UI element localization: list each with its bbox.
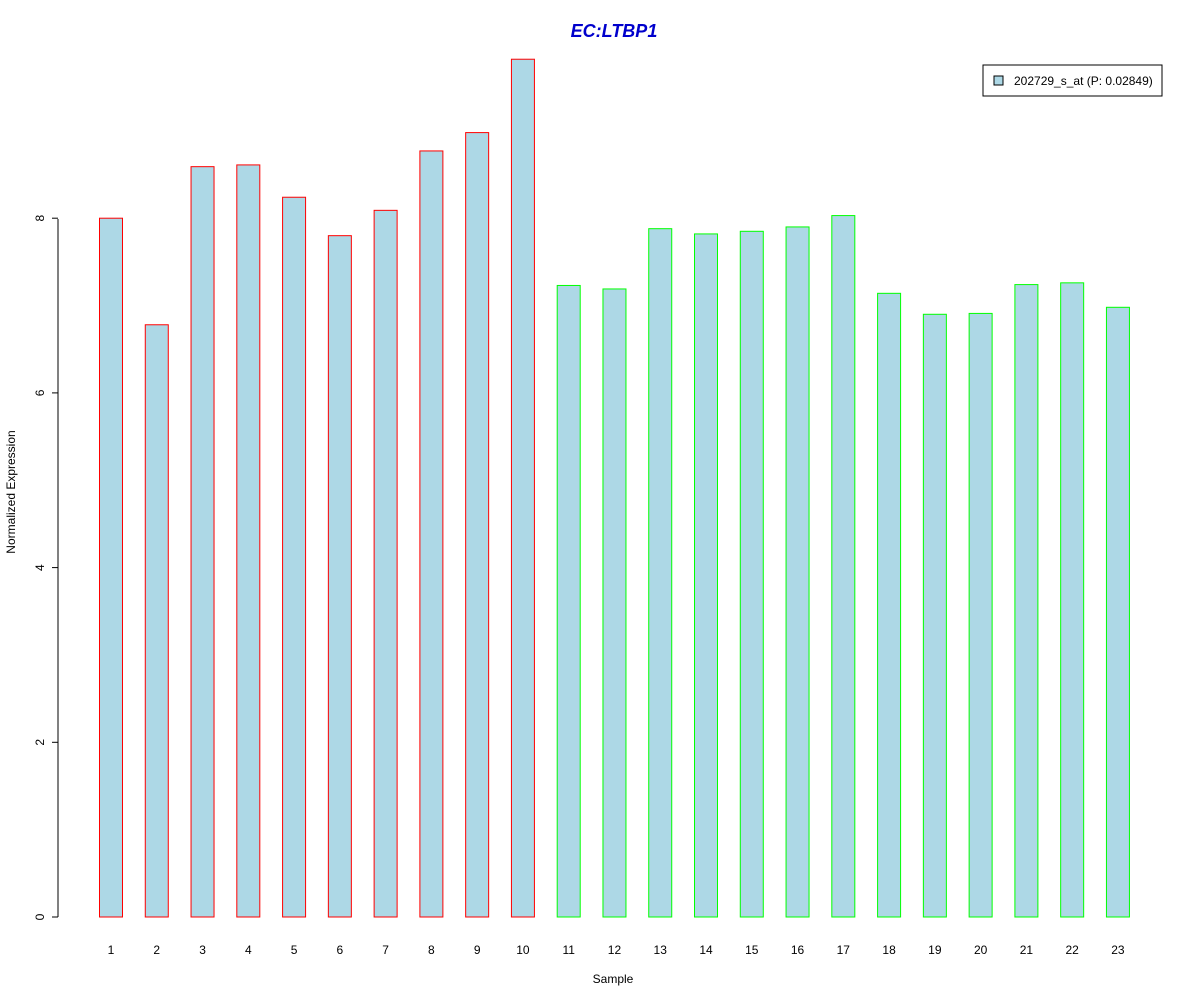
bar-sample-17: [831, 215, 856, 918]
legend-box: [982, 64, 1163, 97]
bar-sample-20: [968, 312, 993, 918]
y-tick-label: 0: [33, 913, 47, 920]
y-tick-label: 4: [33, 564, 47, 571]
x-tick-label: 2: [153, 943, 160, 957]
chart-title: EC:LTBP1: [571, 21, 658, 41]
bar-sample-18: [877, 292, 902, 918]
y-axis-title: Normalized Expression: [4, 430, 18, 553]
x-tick-label: 22: [1065, 943, 1079, 957]
bar-sample-21: [1014, 284, 1039, 918]
bar-sample-6: [327, 235, 352, 918]
x-tick-label: 3: [199, 943, 206, 957]
legend: 202729_s_at (P: 0.02849): [982, 64, 1163, 97]
legend-swatch: [993, 75, 1004, 86]
x-tick-label: 17: [837, 943, 851, 957]
x-axis-title: Sample: [593, 972, 634, 986]
bar-sample-8: [419, 150, 444, 918]
x-tick-label: 16: [791, 943, 805, 957]
x-tick-label: 12: [608, 943, 622, 957]
bar-sample-4: [236, 164, 261, 918]
bar-sample-16: [785, 226, 810, 918]
x-tick-label: 23: [1111, 943, 1125, 957]
legend-label: 202729_s_at (P: 0.02849): [1014, 74, 1153, 88]
bar-sample-10: [510, 58, 535, 918]
bar-sample-19: [922, 313, 947, 918]
x-tick-labels: 1 2 3 4 5 6 7 8 9 10 11 12 13 14 15 16 17 18 19 20 21 22 23: [108, 943, 1125, 957]
x-tick-label: 5: [291, 943, 298, 957]
bar-sample-12: [602, 288, 627, 918]
x-tick-label: 4: [245, 943, 252, 957]
bars: [99, 58, 1130, 918]
bar-sample-1: [99, 217, 123, 918]
x-tick-label: 20: [974, 943, 988, 957]
bar-sample-3: [190, 166, 215, 918]
y-tick-label: 6: [33, 389, 47, 396]
y-axis: 0 2 4 6 8: [33, 215, 59, 920]
bar-sample-22: [1060, 282, 1085, 918]
bar-sample-2: [144, 324, 169, 918]
x-tick-label: 1: [108, 943, 115, 957]
bar-sample-7: [373, 209, 398, 918]
x-tick-label: 18: [882, 943, 896, 957]
x-tick-label: 8: [428, 943, 435, 957]
x-tick-label: 13: [654, 943, 668, 957]
x-tick-label: 15: [745, 943, 759, 957]
x-tick-label: 6: [337, 943, 344, 957]
x-tick-label: 10: [516, 943, 530, 957]
x-tick-label: 19: [928, 943, 942, 957]
y-tick-label: 2: [33, 739, 47, 746]
x-tick-label: 21: [1020, 943, 1034, 957]
bar-sample-23: [1105, 306, 1130, 918]
x-tick-label: 11: [562, 943, 575, 957]
bar-sample-14: [694, 233, 719, 918]
x-tick-label: 9: [474, 943, 481, 957]
y-tick-label: 8: [33, 215, 47, 222]
bar-sample-5: [282, 196, 307, 918]
bar-sample-9: [465, 132, 490, 918]
bar-sample-15: [739, 230, 764, 918]
x-tick-label: 7: [382, 943, 389, 957]
x-tick-label: 14: [699, 943, 713, 957]
bar-sample-11: [556, 284, 581, 918]
bar-sample-13: [648, 228, 673, 918]
